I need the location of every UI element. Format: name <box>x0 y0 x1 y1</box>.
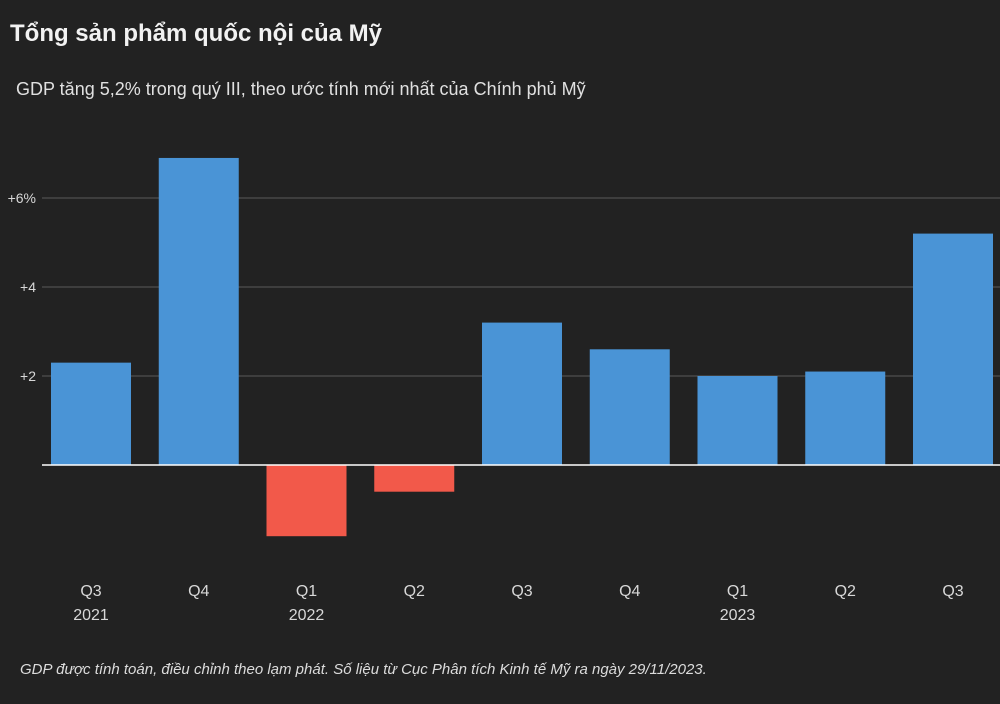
bar-2 <box>266 465 347 537</box>
x-category-label: Q1 <box>296 583 317 600</box>
footnote: GDP được tính toán, điều chỉnh theo lạm … <box>20 661 707 678</box>
bar-3 <box>374 465 455 492</box>
x-category-label: Q4 <box>619 583 640 600</box>
x-category-label: Q3 <box>942 583 963 600</box>
x-category-label: Q4 <box>188 583 209 600</box>
y-tick-label: +6% <box>8 190 36 206</box>
x-category-label: Q2 <box>835 583 856 600</box>
bar-8 <box>913 233 993 465</box>
bar-1 <box>158 157 239 465</box>
x-category-label: Q1 <box>727 583 748 600</box>
x-category-label: Q3 <box>511 583 532 600</box>
chart-subtitle: GDP tăng 5,2% trong quý III, theo ước tí… <box>16 79 586 99</box>
bar-0 <box>51 362 131 465</box>
x-year-label: 2022 <box>289 607 325 624</box>
bar-6 <box>697 376 778 465</box>
bar-4 <box>482 322 562 465</box>
bar-5 <box>589 349 670 465</box>
chart-title: Tổng sản phẩm quốc nội của Mỹ <box>10 20 383 47</box>
x-category-label: Q2 <box>404 583 425 600</box>
x-category-label: Q3 <box>80 583 101 600</box>
y-tick-label: +4 <box>20 279 36 295</box>
x-year-label: 2023 <box>720 607 756 624</box>
bar-7 <box>805 371 886 465</box>
x-year-label: 2021 <box>73 607 109 624</box>
y-tick-label: +2 <box>20 368 36 384</box>
